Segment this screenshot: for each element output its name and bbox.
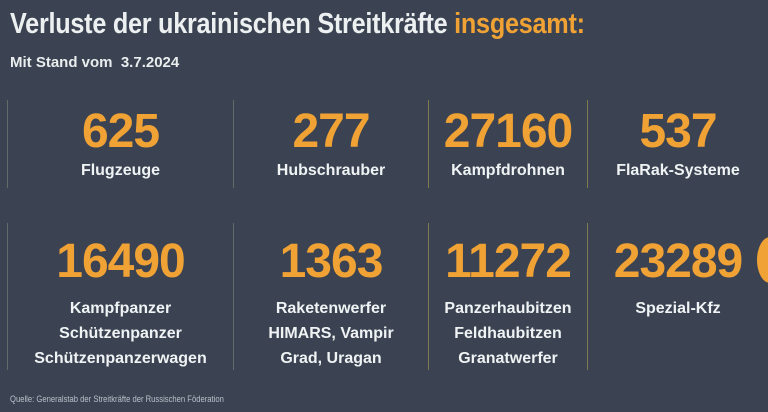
stat-labels: Kampfpanzer Schützenpanzer Schützenpanze… xyxy=(34,296,206,371)
stat-labels: Kampfdrohnen xyxy=(451,163,565,179)
stat-label: Feldhaubitzen xyxy=(454,325,562,342)
stat-labels: Spezial-Kfz xyxy=(635,296,720,321)
stat-spezial-kfz: 23289 Spezial-Kfz xyxy=(587,223,768,370)
stat-label: Spezial-Kfz xyxy=(635,300,721,317)
stat-value: 277 xyxy=(292,105,370,158)
stat-value: 11272 xyxy=(445,235,572,288)
title-accent: insgesamt: xyxy=(454,8,585,40)
stat-label: Granatwerfer xyxy=(458,350,558,367)
stat-labels: FlaRak-Systeme xyxy=(616,163,740,179)
stat-label: Hubschrauber xyxy=(276,162,386,179)
title-main: Verluste der ukrainischen Streitkräfte xyxy=(10,8,448,40)
source-caption: Quelle: Generalstab der Streitkräfte der… xyxy=(10,394,224,404)
cropped-digit-artifact xyxy=(757,237,768,283)
stat-label: HIMARS, Vampir xyxy=(268,325,394,342)
stat-value: 625 xyxy=(81,105,160,158)
page-title: Verluste der ukrainischen Streitkräfte i… xyxy=(10,6,585,42)
stat-label: Schützenpanzerwagen xyxy=(34,350,207,367)
stat-flugzeuge: 625 Flugzeuge xyxy=(7,100,233,188)
stat-hubschrauber: 277 Hubschrauber xyxy=(233,100,428,188)
stat-haubitzen: 11272 Panzerhaubitzen Feldhaubitzen Gran… xyxy=(428,223,587,370)
stat-labels: Raketenwerfer HIMARS, Vampir Grad, Uraga… xyxy=(268,296,393,371)
stat-label: Raketenwerfer xyxy=(275,300,387,317)
stat-label: Panzerhaubitzen xyxy=(444,300,572,317)
stat-labels: Panzerhaubitzen Feldhaubitzen Granatwerf… xyxy=(444,296,571,371)
stat-kampfdrohnen: 27160 Kampfdrohnen xyxy=(428,100,587,188)
stat-value: 23289 xyxy=(613,235,743,288)
stat-labels: Hubschrauber xyxy=(277,163,385,179)
stat-value: 537 xyxy=(639,105,717,158)
stat-label: Schützenpanzer xyxy=(59,325,182,342)
stat-raketenwerfer: 1363 Raketenwerfer HIMARS, Vampir Grad, … xyxy=(233,223,428,370)
stat-label: FlaRak-Systeme xyxy=(616,162,740,179)
stat-label: Flugzeuge xyxy=(80,162,161,179)
stat-label: Kampfpanzer xyxy=(69,300,172,317)
stat-label: Grad, Uragan xyxy=(280,350,382,367)
stat-value: 27160 xyxy=(443,105,573,158)
date-subtitle: Mit Stand vom 3.7.2024 xyxy=(10,54,180,71)
stat-label: Kampfdrohnen xyxy=(451,162,565,179)
stat-panzer: 16490 Kampfpanzer Schützenpanzer Schütze… xyxy=(7,223,233,370)
stat-value: 1363 xyxy=(279,235,384,288)
stat-value: 16490 xyxy=(56,235,185,288)
stats-row-1: 625 Flugzeuge 277 Hubschrauber 27160 Kam… xyxy=(7,100,768,188)
stat-labels: Flugzeuge xyxy=(81,163,160,179)
stats-row-2: 16490 Kampfpanzer Schützenpanzer Schütze… xyxy=(7,223,768,370)
stat-flarak-systeme: 537 FlaRak-Systeme xyxy=(587,100,768,188)
